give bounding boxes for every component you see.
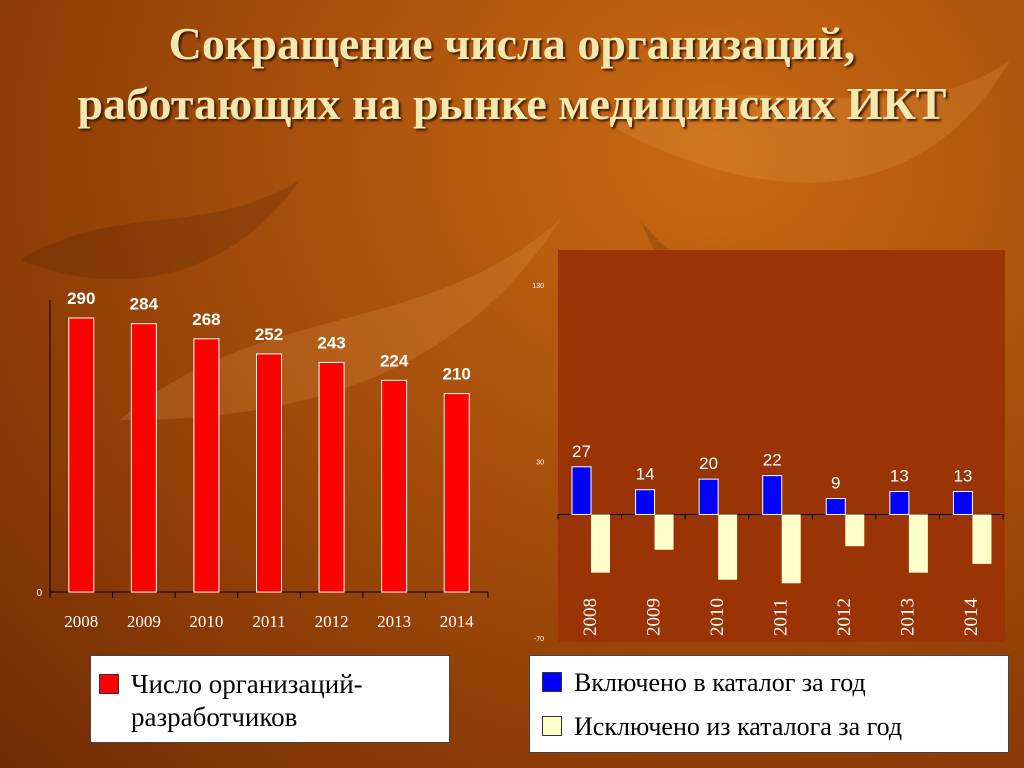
bar-excluded-2012 bbox=[845, 514, 865, 547]
x-tick-label-2013: 2013 bbox=[377, 612, 411, 631]
data-label-2008: 290 bbox=[67, 289, 95, 308]
catalog-change-bar-chart: 130 30 -70 27 2008 14 2009 20 2010 22 2011 9 2012 13 2… bbox=[532, 250, 1005, 643]
x-tick-label-2008: 2008 bbox=[580, 598, 601, 636]
data-label-2013: 224 bbox=[380, 351, 409, 370]
plot-area bbox=[558, 250, 1005, 642]
data-label-2009: 284 bbox=[130, 295, 159, 314]
y-tick-label: 0 bbox=[36, 588, 42, 599]
data-label-included-2012: 9 bbox=[831, 474, 840, 493]
data-label-2010: 268 bbox=[192, 310, 220, 329]
bar-included-2008 bbox=[571, 466, 592, 515]
bar-excluded-2010 bbox=[718, 514, 738, 580]
y-tick-label: -70 bbox=[534, 636, 544, 643]
bar-2008 bbox=[68, 317, 95, 593]
bar-excluded-2009 bbox=[654, 514, 674, 550]
bar-included-2013 bbox=[889, 491, 910, 515]
bar-2010 bbox=[193, 338, 220, 593]
x-tick-label-2010: 2010 bbox=[707, 598, 728, 636]
bar-2013 bbox=[381, 379, 408, 593]
y-tick-label: 30 bbox=[536, 460, 544, 467]
legend-label-excluded: Исключено из каталога за год bbox=[574, 712, 903, 741]
x-tick-label-2012: 2012 bbox=[834, 598, 855, 636]
y-tick-label: 130 bbox=[532, 283, 544, 290]
x-tick-label-2009: 2009 bbox=[127, 612, 161, 631]
data-label-included-2014: 13 bbox=[953, 467, 972, 486]
organizations-bar-chart: 0 290 2008 284 2009 268 2010 252 2011 243 2012 224 2… bbox=[36, 289, 489, 631]
x-tick-label-2014: 2014 bbox=[440, 612, 475, 631]
bar-included-2011 bbox=[762, 475, 783, 515]
legend-swatch-blue bbox=[542, 672, 562, 692]
legend-swatch-cream bbox=[542, 716, 562, 736]
x-tick-label-2008: 2008 bbox=[64, 612, 98, 631]
x-tick-label-2012: 2012 bbox=[315, 612, 349, 631]
bar-excluded-2011 bbox=[781, 514, 801, 584]
slide-title: Сокращение числа организаций, работающих… bbox=[0, 14, 1024, 134]
bar-2009 bbox=[130, 323, 157, 593]
x-tick-label-2009: 2009 bbox=[643, 598, 664, 636]
x-tick-label-2013: 2013 bbox=[898, 598, 919, 636]
data-label-included-2009: 14 bbox=[636, 465, 655, 484]
bar-2011 bbox=[256, 353, 282, 593]
bar-excluded-2008 bbox=[591, 514, 610, 573]
title-line-1: Сокращение числа организаций, bbox=[168, 18, 856, 69]
title-line-2: работающих на рынке медицинских ИКТ bbox=[77, 78, 947, 129]
x-tick-label-2011: 2011 bbox=[771, 599, 792, 636]
bar-included-2009 bbox=[635, 489, 656, 515]
data-label-2011: 252 bbox=[255, 325, 283, 344]
data-label-included-2013: 13 bbox=[890, 467, 909, 486]
bar-excluded-2014 bbox=[972, 514, 992, 564]
bar-included-2012 bbox=[825, 498, 846, 515]
x-tick-label-2014: 2014 bbox=[961, 598, 982, 637]
x-tick-label-2010: 2010 bbox=[189, 612, 223, 631]
bar-excluded-2013 bbox=[908, 514, 928, 573]
data-label-2012: 243 bbox=[317, 333, 345, 352]
legend-label-organizations: Число организаций-разработчиков bbox=[131, 669, 363, 732]
data-label-included-2011: 22 bbox=[763, 451, 782, 470]
x-tick-label-2011: 2011 bbox=[252, 612, 285, 631]
legend-catalog: Включено в каталог за год Исключено из к… bbox=[529, 655, 1009, 753]
legend-swatch-red bbox=[99, 674, 119, 694]
data-label-included-2010: 20 bbox=[699, 454, 718, 473]
legend-label-included: Включено в каталог за год bbox=[574, 668, 866, 697]
data-label-2014: 210 bbox=[443, 365, 471, 384]
bar-included-2010 bbox=[698, 478, 719, 515]
bar-included-2014 bbox=[952, 491, 973, 515]
bar-2014 bbox=[443, 393, 470, 593]
legend-organizations: Число организаций-разработчиков bbox=[90, 655, 450, 743]
data-label-included-2008: 27 bbox=[572, 442, 591, 461]
bar-2012 bbox=[318, 361, 345, 593]
